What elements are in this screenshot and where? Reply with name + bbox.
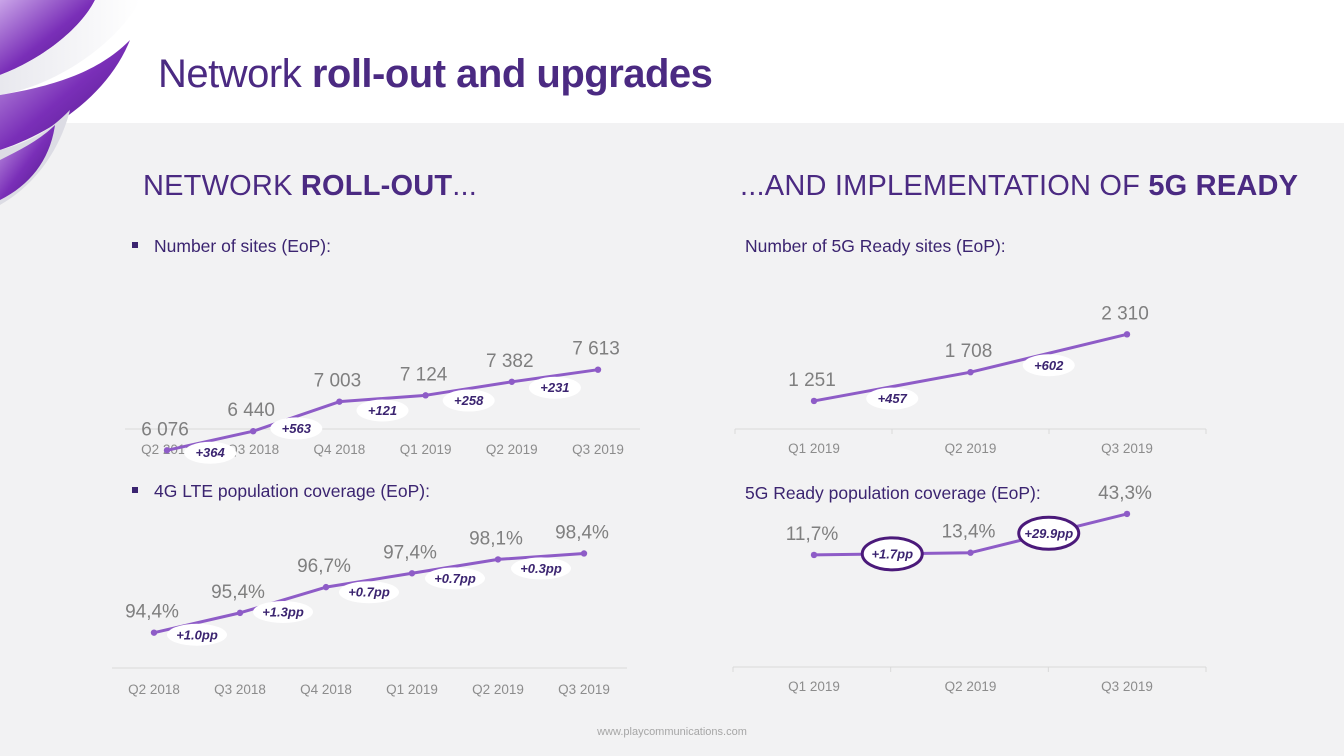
data-point xyxy=(810,551,818,559)
delta-label: +121 xyxy=(368,403,397,418)
5g-coverage-chart-title: 5G Ready population coverage (EoP): xyxy=(745,483,1041,503)
bullet-icon xyxy=(132,242,138,249)
delta-label: +563 xyxy=(282,421,312,436)
x-tick-label: Q4 2018 xyxy=(314,442,366,457)
x-tick-label: Q4 2018 xyxy=(300,682,352,697)
data-label: 6 440 xyxy=(227,400,275,421)
data-point xyxy=(250,427,257,435)
data-point xyxy=(336,398,343,405)
series-line xyxy=(153,551,585,635)
data-label: 7 124 xyxy=(400,364,448,385)
delta-label: +231 xyxy=(540,380,569,395)
sites-chart-title: Number of sites (EoP): xyxy=(132,236,331,257)
data-point xyxy=(236,609,244,617)
delta-badge xyxy=(167,623,227,646)
data-point xyxy=(967,549,974,556)
data-label: 95,4% xyxy=(211,582,265,603)
data-point xyxy=(150,629,158,636)
delta-badge xyxy=(270,417,323,440)
footer-url: www.playcommunications.com xyxy=(597,726,747,738)
x-tick-label: Q1 2019 xyxy=(788,679,840,694)
x-tick-label: Q2 2019 xyxy=(486,442,538,457)
data-label: 13,4% xyxy=(942,522,996,543)
left-section-title: NETWORK ROLL-OUT... xyxy=(143,170,478,202)
delta-badge xyxy=(528,376,581,399)
x-tick-label: Q3 2018 xyxy=(227,442,279,457)
data-label: 1 708 xyxy=(945,341,993,362)
delta-label: +0.3pp xyxy=(520,561,562,576)
delta-badge xyxy=(1017,515,1081,551)
data-point xyxy=(163,447,171,454)
x-tick-label: Q3 2019 xyxy=(572,442,624,457)
data-label: 6 076 xyxy=(141,419,189,440)
series-line xyxy=(166,368,599,452)
data-point xyxy=(508,378,515,385)
delta-label: +0.7pp xyxy=(434,571,476,586)
5g-sites-chart-title: Number of 5G Ready sites (EoP): xyxy=(745,236,1006,256)
x-tick-label: Q1 2019 xyxy=(386,682,438,697)
data-point xyxy=(580,550,588,557)
data-label: 11,7% xyxy=(786,524,839,545)
brand-ribbon-logo xyxy=(0,0,140,205)
delta-badge xyxy=(356,399,409,422)
delta-label: +29.9pp xyxy=(1024,526,1073,541)
right-section-title: ...AND IMPLEMENTATION OF 5G READY xyxy=(740,170,1299,202)
data-label: 94,4% xyxy=(125,602,179,623)
data-label: 97,4% xyxy=(383,542,437,563)
data-point xyxy=(967,368,974,376)
data-point xyxy=(594,366,602,373)
delta-label: +457 xyxy=(878,391,908,406)
delta-label: +258 xyxy=(454,393,484,408)
bullet-icon xyxy=(132,487,138,494)
data-point xyxy=(322,583,330,591)
delta-badge xyxy=(1022,354,1075,377)
x-tick-label: Q2 2018 xyxy=(128,682,180,697)
x-tick-label: Q3 2018 xyxy=(214,682,266,697)
data-label: 98,1% xyxy=(469,528,523,549)
lte-chart-title: 4G LTE population coverage (EoP): xyxy=(132,481,430,502)
x-tick-label: Q3 2019 xyxy=(1101,441,1153,456)
delta-badge xyxy=(511,557,571,580)
delta-badge xyxy=(339,581,399,604)
delta-label: +1.3pp xyxy=(262,605,304,620)
header-bar xyxy=(0,0,1344,123)
delta-badge xyxy=(184,441,237,464)
data-point xyxy=(1123,331,1131,338)
x-tick-label: Q3 2019 xyxy=(558,682,610,697)
delta-badge xyxy=(866,387,919,410)
delta-badge xyxy=(442,389,495,412)
data-label: 7 613 xyxy=(572,339,620,360)
data-label: 7 003 xyxy=(314,371,362,392)
data-point xyxy=(1123,510,1131,518)
x-tick-label: Q2 2019 xyxy=(945,441,997,456)
delta-label: +0.7pp xyxy=(348,585,390,600)
data-point xyxy=(494,556,502,563)
data-point xyxy=(408,570,416,577)
delta-label: +1.0pp xyxy=(176,627,218,642)
data-label: 7 382 xyxy=(486,351,534,372)
delta-badge xyxy=(860,536,924,572)
data-point xyxy=(422,392,429,399)
x-tick-label: Q2 2019 xyxy=(472,682,524,697)
data-label: 96,7% xyxy=(297,556,351,577)
delta-badge xyxy=(425,567,485,590)
delta-badge xyxy=(253,601,313,623)
data-label: 2 310 xyxy=(1101,303,1149,324)
data-label: 98,4% xyxy=(555,522,609,543)
page-title: Network roll-out and upgrades xyxy=(158,52,713,96)
data-label: 43,3% xyxy=(1098,483,1152,504)
delta-label: +364 xyxy=(195,445,225,460)
delta-label: +1.7pp xyxy=(871,546,913,561)
x-tick-label: Q2 2019 xyxy=(945,679,997,694)
x-tick-label: Q1 2019 xyxy=(788,441,840,456)
data-point xyxy=(810,397,818,405)
delta-label: +602 xyxy=(1034,358,1064,373)
x-tick-label: Q3 2019 xyxy=(1101,679,1153,694)
data-label: 1 251 xyxy=(788,370,836,391)
x-tick-label: Q1 2019 xyxy=(400,442,452,457)
